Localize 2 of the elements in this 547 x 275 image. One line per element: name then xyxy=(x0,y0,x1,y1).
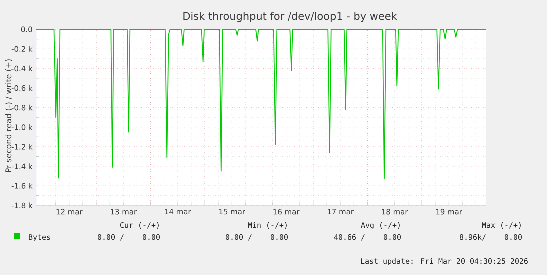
line-series xyxy=(36,29,487,180)
chart-title: Disk throughput for /dev/loop1 - by week xyxy=(184,12,398,22)
